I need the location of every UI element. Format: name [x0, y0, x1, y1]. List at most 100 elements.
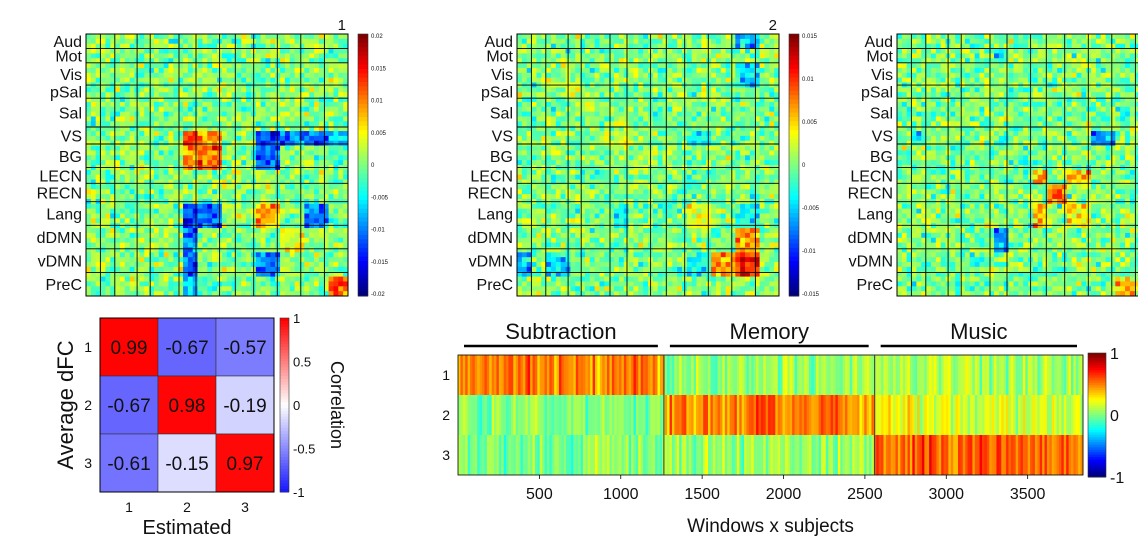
heatmap-cell: [192, 131, 198, 137]
heatmap-cell: [580, 208, 586, 214]
heatmap-cell: [105, 121, 111, 127]
heatmap-cell: [323, 145, 329, 151]
heatmap-cell: [759, 58, 765, 64]
heatmap-cell: [618, 87, 625, 93]
heatmap-cell: [720, 126, 727, 132]
heatmap-cell: [158, 179, 165, 185]
heatmap-cell: [643, 58, 649, 64]
heatmap-cell: [517, 184, 523, 190]
heatmap-cell: [168, 276, 174, 282]
heatmap-cell: [284, 262, 291, 268]
heatmap-cell: [139, 237, 145, 244]
heatmap-cell: [720, 169, 727, 176]
heatmap-cell: [628, 72, 634, 79]
heatmap-cell: [517, 194, 523, 200]
heatmap-cell: [124, 271, 131, 277]
heatmap-cell: [633, 174, 639, 180]
heatmap-cell: [318, 111, 325, 117]
heatmap-cell: [754, 184, 760, 190]
heatmap-cell: [144, 43, 150, 49]
colorbar-segment: [358, 125, 368, 131]
heatmap-cell: [110, 116, 116, 122]
heatmap-cell: [192, 184, 198, 190]
heatmap-cell: [265, 92, 271, 98]
heatmap-cell: [158, 213, 165, 219]
heatmap-cell: [323, 281, 329, 287]
heatmap-cell: [153, 106, 160, 113]
heatmap-cell: [343, 53, 349, 59]
heatmap-cell: [153, 242, 160, 248]
heatmap-cell: [202, 232, 208, 239]
heatmap-cell: [275, 48, 281, 54]
heatmap-cell: [86, 281, 92, 287]
heatmap-cell: [226, 247, 232, 253]
heatmap-cell: [594, 131, 600, 137]
heatmap-cell: [129, 87, 135, 93]
heatmap-cell: [618, 126, 625, 132]
heatmap-cell: [759, 92, 765, 98]
heatmap-cell: [100, 63, 106, 69]
heatmap-cell: [560, 160, 566, 166]
colorbar-segment: [358, 169, 368, 175]
heatmap-cell: [774, 135, 780, 142]
heatmap-cell: [294, 266, 300, 273]
heatmap-cell: [715, 150, 722, 156]
colorbar-segment: [358, 143, 368, 149]
heatmap-cell: [638, 97, 644, 103]
heatmap-cell: [119, 218, 126, 224]
heatmap-cell: [105, 92, 111, 98]
heatmap-cell: [207, 63, 213, 69]
heatmap-cell: [570, 92, 576, 98]
heatmap-cell: [255, 101, 262, 108]
heatmap-cell: [115, 155, 121, 161]
heatmap-cell: [764, 101, 770, 108]
heatmap-cell: [638, 179, 644, 185]
heatmap-cell: [730, 194, 736, 200]
heatmap-cell: [119, 145, 126, 151]
heatmap-cell: [265, 77, 271, 83]
heatmap-cell: [754, 63, 760, 69]
heatmap-cell: [149, 174, 155, 180]
heatmap-cell: [86, 223, 92, 229]
heatmap-cell: [168, 218, 174, 224]
heatmap-cell: [314, 223, 320, 229]
colorbar-tick-label: -0.005: [371, 195, 389, 201]
heatmap-cell: [740, 179, 746, 185]
heatmap-cell: [246, 194, 252, 200]
heatmap-cell: [236, 232, 242, 239]
heatmap-cell: [149, 97, 155, 103]
heatmap-cell: [275, 97, 281, 103]
heatmap-cell: [628, 34, 634, 40]
heatmap-cell: [686, 87, 693, 93]
heatmap-cell: [178, 87, 184, 93]
heatmap-cell: [720, 72, 727, 79]
heatmap-cell: [241, 63, 247, 69]
heatmap-cell: [129, 203, 135, 210]
heatmap-cell: [289, 213, 296, 219]
heatmap-cell: [105, 271, 111, 277]
heatmap-cell: [667, 111, 673, 117]
heatmap-cell: [536, 58, 542, 64]
heatmap-cell: [550, 101, 557, 108]
heatmap-cell: [323, 38, 329, 45]
heatmap-cell: [119, 72, 126, 79]
colorbar-segment: [358, 243, 368, 249]
heatmap-cell: [202, 252, 208, 258]
heatmap-cell: [550, 155, 557, 161]
heatmap-cell: [599, 58, 605, 64]
heatmap-cell: [546, 131, 552, 137]
heatmap-cell: [202, 271, 208, 277]
heatmap-cell: [328, 150, 334, 156]
heatmap-cell: [221, 247, 228, 253]
heatmap-cell: [309, 135, 315, 142]
heatmap-cell: [192, 87, 198, 93]
heatmap-cell: [623, 63, 629, 69]
heatmap-cell: [328, 271, 334, 277]
heatmap-cell: [691, 101, 697, 108]
heatmap-cell: [560, 43, 566, 49]
colorbar-tick-label: 0.005: [371, 131, 387, 137]
heatmap-cell: [144, 101, 150, 108]
heatmap-cell: [526, 53, 532, 59]
heatmap-cell: [187, 38, 194, 45]
heatmap-cell: [284, 208, 291, 214]
